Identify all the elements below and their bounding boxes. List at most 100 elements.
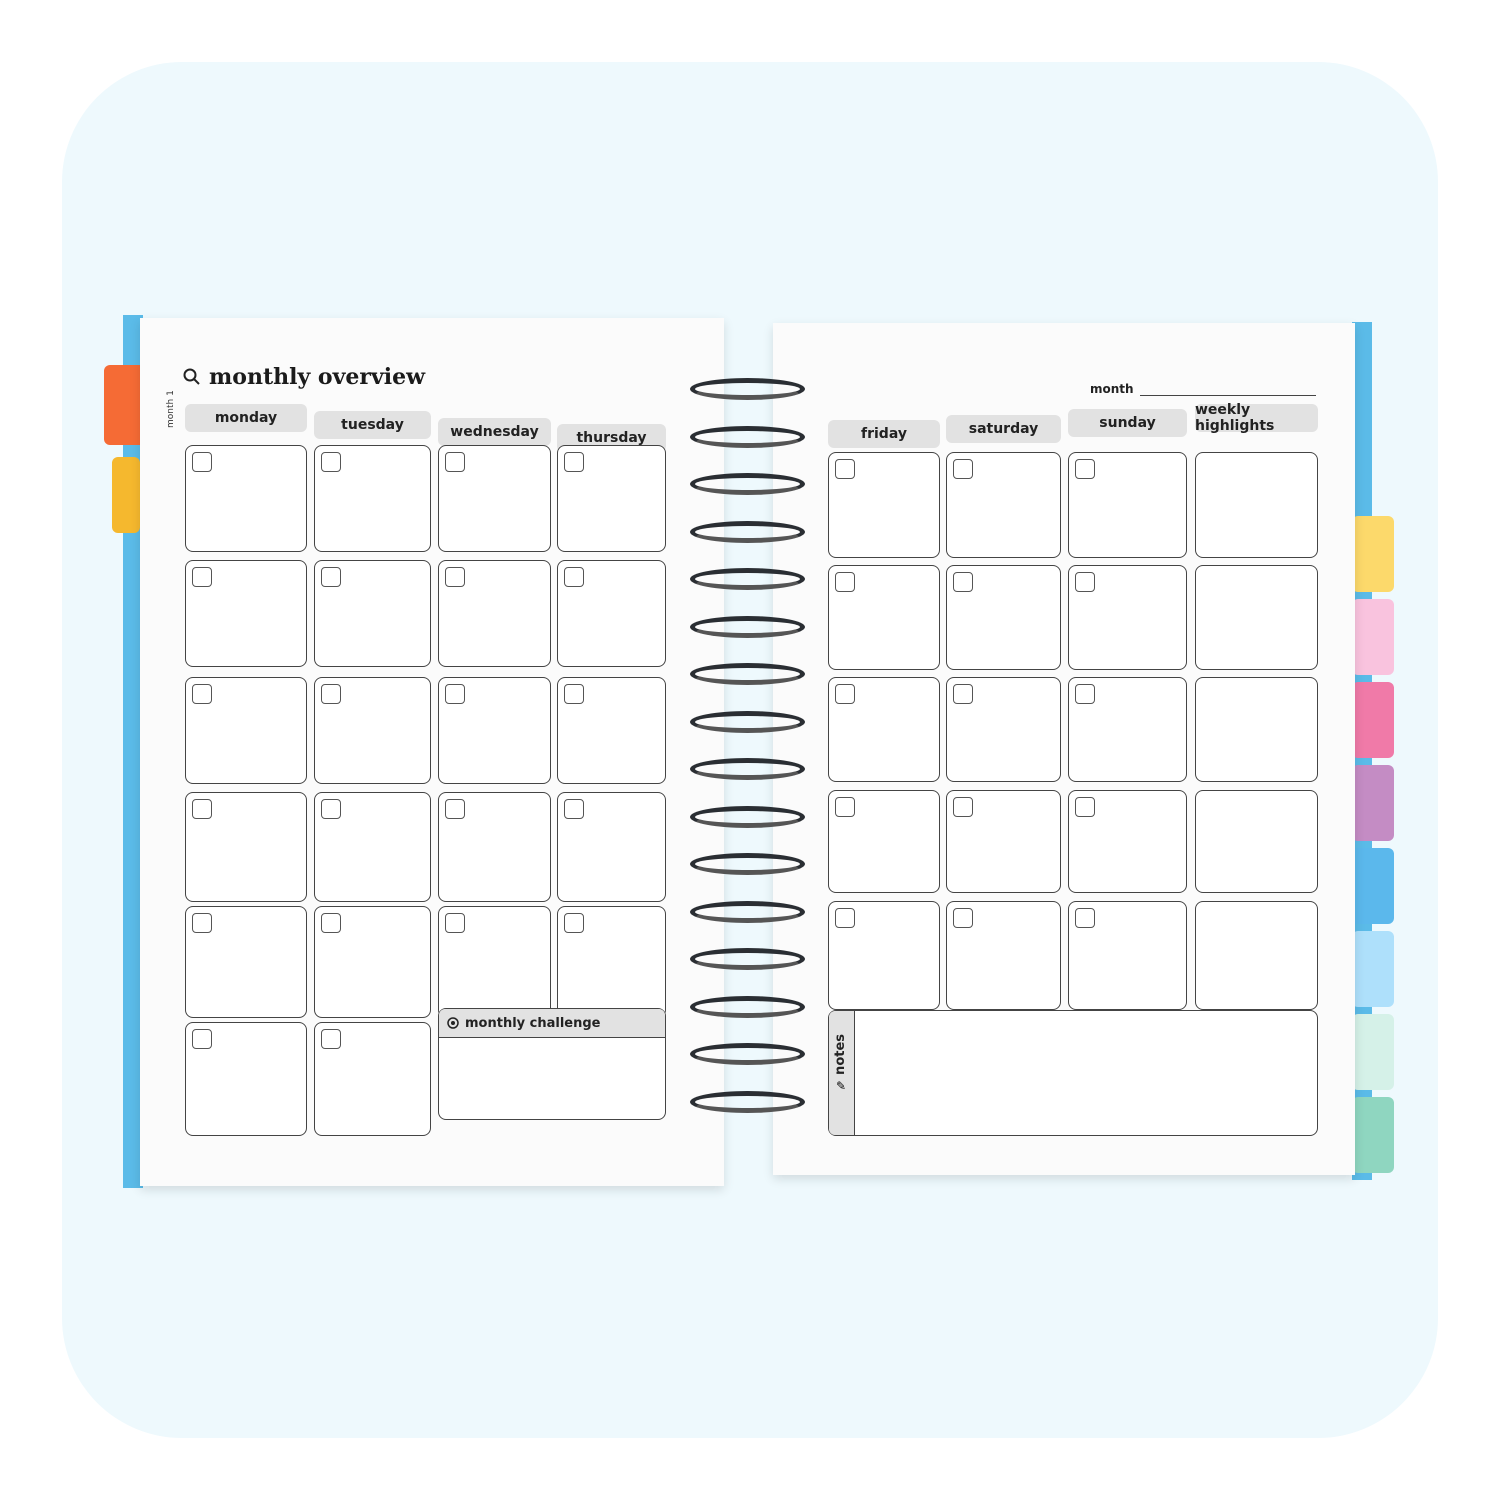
day-cell[interactable] [557,906,666,1018]
checkbox[interactable] [564,452,584,472]
checkbox[interactable] [835,684,855,704]
month-line[interactable] [1139,395,1316,396]
checkbox[interactable] [564,684,584,704]
spiral-ring [690,568,805,590]
checkbox[interactable] [953,572,973,592]
spiral-ring [690,663,805,685]
day-cell[interactable] [314,792,431,902]
section-tab[interactable] [1352,1097,1394,1173]
day-cell[interactable] [1068,565,1187,670]
day-cell[interactable] [946,901,1061,1010]
day-cell[interactable] [1068,677,1187,782]
day-cell[interactable] [1195,790,1318,893]
day-cell[interactable] [557,560,666,667]
section-tab[interactable] [1352,1014,1394,1090]
section-tab[interactable] [1352,848,1394,924]
checkbox[interactable] [321,799,341,819]
day-cell[interactable] [438,792,551,902]
checkbox[interactable] [321,567,341,587]
day-cell[interactable] [1195,901,1318,1010]
day-cell[interactable] [1195,452,1318,558]
section-tab[interactable] [1352,599,1394,675]
checkbox[interactable] [445,684,465,704]
day-cell[interactable] [185,677,307,784]
checkbox[interactable] [953,459,973,479]
day-cell[interactable] [438,560,551,667]
spiral-ring [690,615,805,638]
day-cell[interactable] [438,906,551,1018]
day-cell[interactable] [1068,452,1187,558]
day-cell[interactable] [828,565,940,670]
day-cell[interactable] [314,445,431,552]
checkbox[interactable] [1075,908,1095,928]
day-cell[interactable] [438,677,551,784]
checkbox[interactable] [1075,797,1095,817]
monthly-challenge-box[interactable]: monthly challenge [438,1008,666,1120]
checkbox[interactable] [1075,684,1095,704]
day-cell[interactable] [1195,565,1318,670]
month-field[interactable]: month [1090,382,1316,396]
day-cell[interactable] [946,677,1061,782]
day-cell[interactable] [946,790,1061,893]
checkbox[interactable] [835,908,855,928]
day-cell[interactable] [557,445,666,552]
day-cell[interactable] [1068,790,1187,893]
checkbox[interactable] [192,799,212,819]
section-tab[interactable] [1352,931,1394,1007]
checkbox[interactable] [192,452,212,472]
side-tab-label: month 1 [166,390,176,428]
checkbox[interactable] [445,799,465,819]
spiral-ring [690,853,805,875]
checkbox[interactable] [445,913,465,933]
checkbox[interactable] [953,908,973,928]
checkbox[interactable] [953,797,973,817]
day-cell[interactable] [314,677,431,784]
checkbox[interactable] [835,459,855,479]
day-header-1: saturday [946,415,1061,443]
checkbox[interactable] [1075,459,1095,479]
day-cell[interactable] [828,677,940,782]
checkbox[interactable] [321,913,341,933]
day-cell[interactable] [438,445,551,552]
checkbox[interactable] [564,799,584,819]
day-cell[interactable] [314,906,431,1018]
day-cell[interactable] [828,901,940,1010]
section-tab[interactable] [1352,516,1394,592]
day-cell[interactable] [557,792,666,902]
checkbox[interactable] [564,567,584,587]
section-tab[interactable] [1352,682,1394,758]
notes-box[interactable]: ✎ notes [828,1010,1318,1136]
checkbox[interactable] [192,684,212,704]
checkbox[interactable] [321,452,341,472]
checkbox[interactable] [321,1029,341,1049]
checkbox[interactable] [445,452,465,472]
checkbox[interactable] [835,572,855,592]
spiral-ring [690,473,805,495]
day-cell[interactable] [314,1022,431,1136]
checkbox[interactable] [192,567,212,587]
day-cell[interactable] [828,452,940,558]
day-cell[interactable] [828,790,940,893]
day-cell[interactable] [185,560,307,667]
checkbox[interactable] [192,1029,212,1049]
checkbox[interactable] [835,797,855,817]
day-cell[interactable] [185,445,307,552]
day-cell[interactable] [557,677,666,784]
day-cell[interactable] [185,1022,307,1136]
checkbox[interactable] [192,913,212,933]
day-cell[interactable] [946,452,1061,558]
checkbox[interactable] [321,684,341,704]
checkbox[interactable] [1075,572,1095,592]
day-cell[interactable] [185,792,307,902]
month-label: month [1090,382,1134,396]
month-tab-yellow[interactable] [112,457,140,533]
checkbox[interactable] [445,567,465,587]
checkbox[interactable] [953,684,973,704]
section-tab[interactable] [1352,765,1394,841]
day-cell[interactable] [185,906,307,1018]
day-cell[interactable] [314,560,431,667]
checkbox[interactable] [564,913,584,933]
day-cell[interactable] [946,565,1061,670]
day-cell[interactable] [1195,677,1318,782]
day-cell[interactable] [1068,901,1187,1010]
